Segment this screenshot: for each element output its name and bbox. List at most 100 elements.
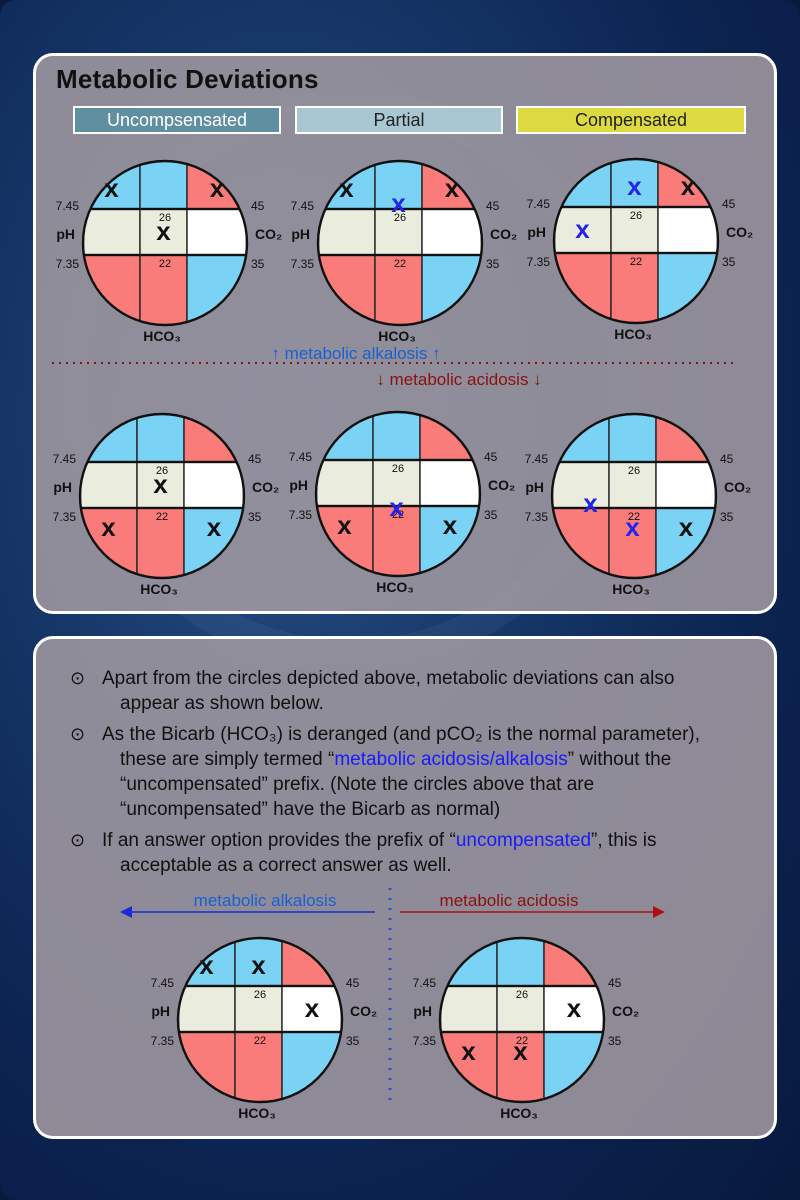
circle-outline xyxy=(314,410,482,578)
bullet-item: ⊙ Apart from the circles depicted above,… xyxy=(70,666,756,716)
highlight-text: uncompensated xyxy=(455,830,592,851)
bullet-text: “uncompensated” have the Bicarb as norma… xyxy=(120,799,501,820)
example-acidosis-circle: 26 22 7.45 7.35 pH 45 35 CO₂ HCO₃ x x x xyxy=(413,936,639,1121)
ph-low-label: 7.35 xyxy=(527,255,551,269)
x-mark: x xyxy=(305,993,320,1023)
bullet-text: ” without the xyxy=(567,749,672,770)
ph-label: pH xyxy=(527,224,546,240)
ph-high-label: 7.45 xyxy=(53,452,77,466)
ph-low-label: 7.35 xyxy=(291,257,315,271)
co2-low-label: 35 xyxy=(484,508,498,522)
ph-label: pH xyxy=(53,479,72,495)
hco3-high-label: 26 xyxy=(156,465,168,477)
x-mark: x xyxy=(153,469,168,499)
bullet-item: ⊙ As the Bicarb (HCO₃) is deranged (and … xyxy=(70,722,756,822)
circle-outline xyxy=(81,159,249,327)
cell-br xyxy=(657,252,718,323)
ph-label: pH xyxy=(56,226,75,242)
x-mark: x xyxy=(389,492,404,522)
x-mark: x xyxy=(625,512,640,542)
co2-high-label: 45 xyxy=(346,976,360,990)
ph-low-label: 7.35 xyxy=(413,1034,437,1048)
cell-mr xyxy=(655,461,716,509)
ph-low-label: 7.35 xyxy=(289,508,313,522)
cell-ml xyxy=(83,208,141,256)
hco3-high-label: 26 xyxy=(630,210,642,222)
cell-bm xyxy=(496,1031,545,1102)
ph-low-label: 7.35 xyxy=(525,510,549,524)
cell-br xyxy=(281,1031,342,1102)
partial-tag: Partial xyxy=(295,106,503,134)
hco3-label: HCO₃ xyxy=(500,1105,538,1121)
x-mark: x xyxy=(681,171,696,201)
cell-mr xyxy=(281,985,342,1033)
x-mark: x xyxy=(443,510,458,540)
cell-ml xyxy=(440,985,498,1033)
bullet-text: “uncompensated” prefix. (Note the circle… xyxy=(120,774,595,795)
hco3-high-label: 26 xyxy=(392,463,404,475)
co2-low-label: 35 xyxy=(608,1034,622,1048)
hco3-high-label: 26 xyxy=(159,212,171,224)
co2-high-label: 45 xyxy=(608,976,622,990)
page-title: Metabolic Deviations xyxy=(56,64,319,94)
hco3-label: HCO₃ xyxy=(376,579,414,595)
co2-label: CO₂ xyxy=(726,224,753,240)
uncompensated-tag: Uncompsensated xyxy=(73,106,281,134)
normal-band xyxy=(83,207,247,257)
circle-outline xyxy=(316,159,484,327)
x-mark: x xyxy=(207,512,222,542)
x-mark: x xyxy=(251,950,266,980)
cell-mr xyxy=(186,208,247,256)
cell-bl xyxy=(83,254,141,325)
cell-tm xyxy=(139,161,188,210)
cell-mr xyxy=(543,985,604,1033)
acidosis-arrow-label: metabolic acidosis xyxy=(440,891,579,910)
x-mark: x xyxy=(575,214,590,244)
cell-ml xyxy=(318,208,376,256)
ph-high-label: 7.45 xyxy=(413,976,437,990)
cell-tm xyxy=(372,412,421,461)
circle-outline xyxy=(550,412,718,580)
co2-high-label: 45 xyxy=(251,199,265,213)
ph-high-label: 7.45 xyxy=(525,452,549,466)
cell-bl xyxy=(552,507,610,578)
compensated-alkalosis-circle: 26 22 7.45 7.35 pH 45 35 CO₂ HCO₃ x x x xyxy=(527,157,753,342)
x-mark: x xyxy=(567,993,582,1023)
cell-br xyxy=(543,1031,604,1102)
x-mark: x xyxy=(156,216,171,246)
co2-low-label: 35 xyxy=(251,257,265,271)
hco3-low-label: 22 xyxy=(392,509,404,521)
hco3-high-label: 26 xyxy=(516,989,528,1001)
circle-outline xyxy=(552,157,720,325)
x-mark: x xyxy=(199,950,214,980)
cell-mr xyxy=(421,208,482,256)
partial-acidosis-circle: 26 22 7.45 7.35 pH 45 35 CO₂ HCO₃ x x x xyxy=(289,410,515,595)
ph-label: pH xyxy=(525,479,544,495)
hco3-low-label: 22 xyxy=(156,511,168,523)
hco3-low-label: 22 xyxy=(254,1035,266,1047)
example-alkalosis-circle: 26 22 7.45 7.35 pH 45 35 CO₂ HCO₃ x x x xyxy=(151,936,377,1121)
acidosis-arrowhead xyxy=(653,906,665,918)
bullet-text-line: If an answer option provides the prefix … xyxy=(102,830,656,851)
bullet-list: ⊙ Apart from the circles depicted above,… xyxy=(70,666,756,884)
cell-mr xyxy=(183,461,244,509)
bullet-item: ⊙ If an answer option provides the prefi… xyxy=(70,828,756,878)
x-mark: x xyxy=(445,173,460,203)
hco3-label: HCO₃ xyxy=(143,328,181,344)
hco3-label: HCO₃ xyxy=(614,326,652,342)
alkalosis-arrowhead xyxy=(120,906,132,918)
hco3-high-label: 26 xyxy=(394,212,406,224)
co2-high-label: 45 xyxy=(722,197,736,211)
co2-low-label: 35 xyxy=(720,510,734,524)
bullet-text: Apart from the circles depicted above, m… xyxy=(102,668,675,689)
bullet-icon: ⊙ xyxy=(70,830,86,850)
cell-tm xyxy=(608,414,657,463)
hco3-low-label: 22 xyxy=(628,511,640,523)
cell-br xyxy=(186,254,247,325)
cell-br xyxy=(421,254,482,325)
co2-label: CO₂ xyxy=(252,479,279,495)
bottom-panel: ⊙ Apart from the circles depicted above,… xyxy=(33,636,777,1139)
